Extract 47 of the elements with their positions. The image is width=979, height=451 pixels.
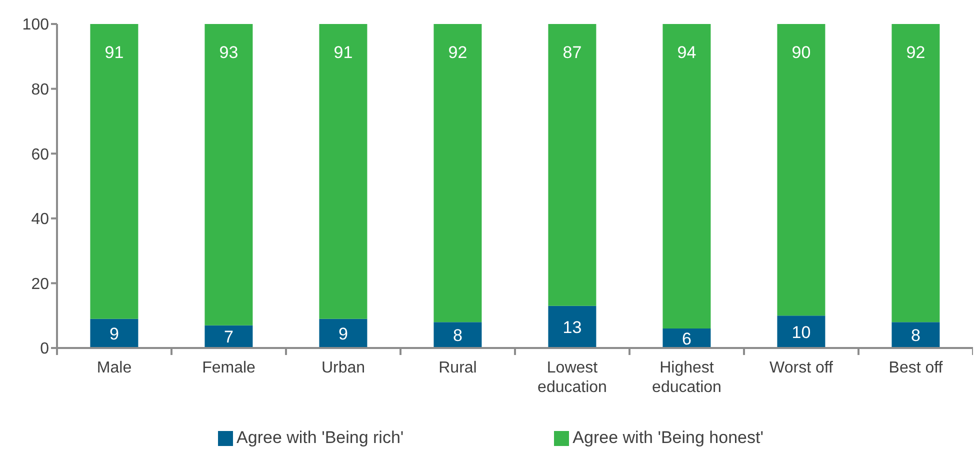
legend-label: Agree with 'Being rich'	[236, 428, 404, 447]
bar	[892, 322, 940, 348]
bar	[204, 24, 253, 326]
bar	[662, 24, 711, 329]
data-label: 6	[682, 329, 692, 348]
bar	[434, 322, 482, 348]
data-label: 93	[219, 43, 238, 62]
data-label: 8	[452, 326, 462, 346]
y-tick-label: 0	[40, 340, 50, 358]
data-label: 10	[792, 322, 811, 342]
bar	[548, 24, 596, 306]
y-tick-label: 40	[31, 211, 50, 228]
data-label: 92	[448, 43, 468, 62]
x-tick-label: Lowest education	[538, 359, 607, 396]
x-tick-label: Female	[202, 359, 256, 376]
data-label: 9	[338, 324, 348, 344]
bar	[319, 318, 368, 348]
x-tick-label: Urban	[321, 359, 366, 376]
data-label: 13	[562, 318, 582, 337]
data-label: 87	[562, 43, 582, 62]
data-label: 91	[334, 43, 353, 62]
data-label: 8	[910, 326, 920, 346]
y-tick-label: 20	[31, 276, 50, 293]
legend-label: Agree with 'Being honest'	[572, 428, 764, 447]
x-tick-label: Highest education	[652, 359, 722, 396]
x-tick-label: Best off	[888, 359, 944, 376]
y-tick-label: 100	[22, 16, 50, 34]
data-label: 90	[792, 43, 811, 62]
x-tick-label: Male	[96, 359, 132, 376]
bar	[90, 24, 138, 319]
bar	[777, 24, 826, 316]
y-tick-label: 80	[31, 81, 50, 98]
data-label: 92	[906, 43, 926, 62]
bar	[548, 306, 596, 348]
data-label: 9	[109, 324, 119, 344]
bar	[90, 318, 138, 348]
bar	[204, 325, 253, 348]
data-label: 91	[104, 43, 124, 62]
x-tick-label: Worst off	[770, 359, 834, 376]
x-tick-label: Rural	[438, 359, 477, 376]
bar	[777, 316, 826, 348]
data-label: 7	[224, 328, 234, 347]
y-tick-label: 60	[31, 146, 50, 164]
bar	[892, 24, 940, 322]
bar	[434, 24, 482, 322]
data-label: 94	[677, 43, 696, 62]
bar	[319, 24, 368, 319]
